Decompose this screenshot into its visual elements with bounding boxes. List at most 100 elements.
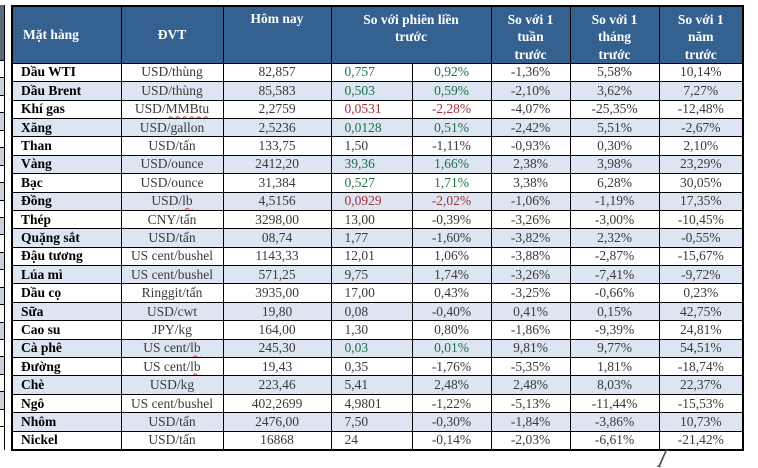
- item-cell[interactable]: Xăng: [11, 117, 122, 138]
- unit-cell[interactable]: US cent/bushel: [120, 393, 224, 414]
- pct-vs-month-cell[interactable]: 0,30%: [569, 136, 660, 156]
- pct-vs-prev-cell[interactable]: -1,22%: [411, 393, 492, 414]
- today-cell[interactable]: 2476,00: [222, 412, 332, 432]
- change-vs-prev-cell[interactable]: 0,35: [330, 357, 413, 377]
- pct-vs-month-cell[interactable]: 1,81%: [569, 357, 660, 377]
- unit-cell[interactable]: USD/tấn: [120, 228, 224, 248]
- pct-vs-prev-cell[interactable]: -0,14%: [411, 430, 492, 451]
- pct-vs-week-cell[interactable]: -1,86%: [490, 320, 571, 340]
- today-cell[interactable]: 1143,33: [222, 246, 332, 267]
- today-cell[interactable]: 245,30: [222, 338, 332, 359]
- today-cell[interactable]: 19,80: [222, 301, 332, 322]
- pct-vs-month-cell[interactable]: 8,03%: [569, 375, 660, 395]
- pct-vs-year-cell[interactable]: 54,51%: [658, 338, 744, 359]
- change-vs-prev-cell[interactable]: 9,75: [330, 265, 413, 285]
- pct-vs-month-cell[interactable]: -6,61%: [569, 430, 660, 451]
- change-vs-prev-cell[interactable]: 0,503: [330, 81, 413, 101]
- pct-vs-year-cell[interactable]: 22,37%: [658, 375, 744, 395]
- pct-vs-month-cell[interactable]: 5,51%: [569, 117, 660, 138]
- pct-vs-year-cell[interactable]: -12,48%: [658, 99, 744, 119]
- item-cell[interactable]: Nhôm: [11, 412, 122, 432]
- unit-cell[interactable]: USD/MMBtu: [120, 99, 224, 119]
- pct-vs-year-cell[interactable]: 2,10%: [658, 136, 744, 156]
- pct-vs-prev-cell[interactable]: -1,60%: [411, 228, 492, 248]
- change-vs-prev-cell[interactable]: 0,757: [330, 62, 413, 83]
- change-vs-prev-cell[interactable]: 0,08: [330, 301, 413, 322]
- pct-vs-week-cell[interactable]: -2,03%: [490, 430, 571, 451]
- pct-vs-month-cell[interactable]: 2,32%: [569, 228, 660, 248]
- pct-vs-week-cell[interactable]: -4,07%: [490, 99, 571, 119]
- item-cell[interactable]: Đậu tương: [11, 246, 122, 267]
- item-cell[interactable]: Vàng: [11, 154, 122, 175]
- change-vs-prev-cell[interactable]: 17,00: [330, 283, 413, 303]
- header-vs-prev-session[interactable]: So với phiên liền trước: [330, 5, 492, 64]
- pct-vs-week-cell[interactable]: -2,10%: [490, 81, 571, 101]
- pct-vs-prev-cell[interactable]: -1,76%: [411, 357, 492, 377]
- today-cell[interactable]: 31,384: [222, 173, 332, 193]
- unit-cell[interactable]: US cent/bushel: [120, 265, 224, 285]
- pct-vs-week-cell[interactable]: -3,88%: [490, 246, 571, 267]
- item-cell[interactable]: Dầu Brent: [11, 81, 122, 101]
- pct-vs-prev-cell[interactable]: 0,80%: [411, 320, 492, 340]
- item-cell[interactable]: Quặng sắt: [11, 228, 122, 248]
- pct-vs-year-cell[interactable]: 7,27%: [658, 81, 744, 101]
- unit-cell[interactable]: US cent/lb: [120, 357, 224, 377]
- change-vs-prev-cell[interactable]: 0,0128: [330, 117, 413, 138]
- item-cell[interactable]: Chè: [11, 375, 122, 395]
- pct-vs-prev-cell[interactable]: 2,48%: [411, 375, 492, 395]
- unit-cell[interactable]: USD/tấn: [120, 430, 224, 451]
- pct-vs-month-cell[interactable]: -7,41%: [569, 265, 660, 285]
- pct-vs-year-cell[interactable]: 23,29%: [658, 154, 744, 175]
- today-cell[interactable]: 2,5236: [222, 117, 332, 138]
- pct-vs-week-cell[interactable]: -3,26%: [490, 209, 571, 230]
- item-cell[interactable]: Ngô: [11, 393, 122, 414]
- pct-vs-month-cell[interactable]: -9,39%: [569, 320, 660, 340]
- header-vs-year[interactable]: So với 1 năm trước: [658, 5, 744, 64]
- pct-vs-prev-cell[interactable]: 1,66%: [411, 154, 492, 175]
- pct-vs-week-cell[interactable]: 9,81%: [490, 338, 571, 359]
- pct-vs-month-cell[interactable]: 9,77%: [569, 338, 660, 359]
- unit-cell[interactable]: USD/ounce: [120, 154, 224, 175]
- item-cell[interactable]: Khí gas: [11, 99, 122, 119]
- unit-cell[interactable]: USD/gallon: [120, 117, 224, 138]
- change-vs-prev-cell[interactable]: 1,50: [330, 136, 413, 156]
- pct-vs-month-cell[interactable]: -11,44%: [569, 393, 660, 414]
- pct-vs-prev-cell[interactable]: 0,43%: [411, 283, 492, 303]
- today-cell[interactable]: 164,00: [222, 320, 332, 340]
- pct-vs-year-cell[interactable]: -9,72%: [658, 265, 744, 285]
- today-cell[interactable]: 08,74: [222, 228, 332, 248]
- item-cell[interactable]: Nickel: [11, 430, 122, 451]
- pct-vs-week-cell[interactable]: 0,41%: [490, 301, 571, 322]
- unit-cell[interactable]: USD/cwt: [120, 301, 224, 322]
- header-unit[interactable]: ĐVT: [120, 5, 224, 64]
- pct-vs-week-cell[interactable]: -1,84%: [490, 412, 571, 432]
- pct-vs-month-cell[interactable]: -1,19%: [569, 191, 660, 211]
- unit-cell[interactable]: US cent/lb: [120, 338, 224, 359]
- item-cell[interactable]: Đồng: [11, 191, 122, 211]
- item-cell[interactable]: Đường: [11, 357, 122, 377]
- pct-vs-month-cell[interactable]: -3,00%: [569, 209, 660, 230]
- pct-vs-week-cell[interactable]: -1,06%: [490, 191, 571, 211]
- today-cell[interactable]: 571,25: [222, 265, 332, 285]
- pct-vs-prev-cell[interactable]: 0,59%: [411, 81, 492, 101]
- change-vs-prev-cell[interactable]: 0,03: [330, 338, 413, 359]
- item-cell[interactable]: Cà phê: [11, 338, 122, 359]
- pct-vs-week-cell[interactable]: 2,38%: [490, 154, 571, 175]
- item-cell[interactable]: Dầu cọ: [11, 283, 122, 303]
- pct-vs-year-cell[interactable]: -2,67%: [658, 117, 744, 138]
- today-cell[interactable]: 3298,00: [222, 209, 332, 230]
- today-cell[interactable]: 3935,00: [222, 283, 332, 303]
- pct-vs-year-cell[interactable]: 24,81%: [658, 320, 744, 340]
- today-cell[interactable]: 19,43: [222, 357, 332, 377]
- pct-vs-prev-cell[interactable]: -0,39%: [411, 209, 492, 230]
- unit-cell[interactable]: JPY/kg: [120, 320, 224, 340]
- pct-vs-week-cell[interactable]: 2,48%: [490, 375, 571, 395]
- item-cell[interactable]: Sữa: [11, 301, 122, 322]
- pct-vs-prev-cell[interactable]: -0,30%: [411, 412, 492, 432]
- item-cell[interactable]: Than: [11, 136, 122, 156]
- header-vs-week[interactable]: So với 1 tuần trước: [490, 5, 571, 64]
- pct-vs-month-cell[interactable]: 3,98%: [569, 154, 660, 175]
- pct-vs-year-cell[interactable]: -21,42%: [658, 430, 744, 451]
- pct-vs-year-cell[interactable]: -10,45%: [658, 209, 744, 230]
- pct-vs-week-cell[interactable]: -3,26%: [490, 265, 571, 285]
